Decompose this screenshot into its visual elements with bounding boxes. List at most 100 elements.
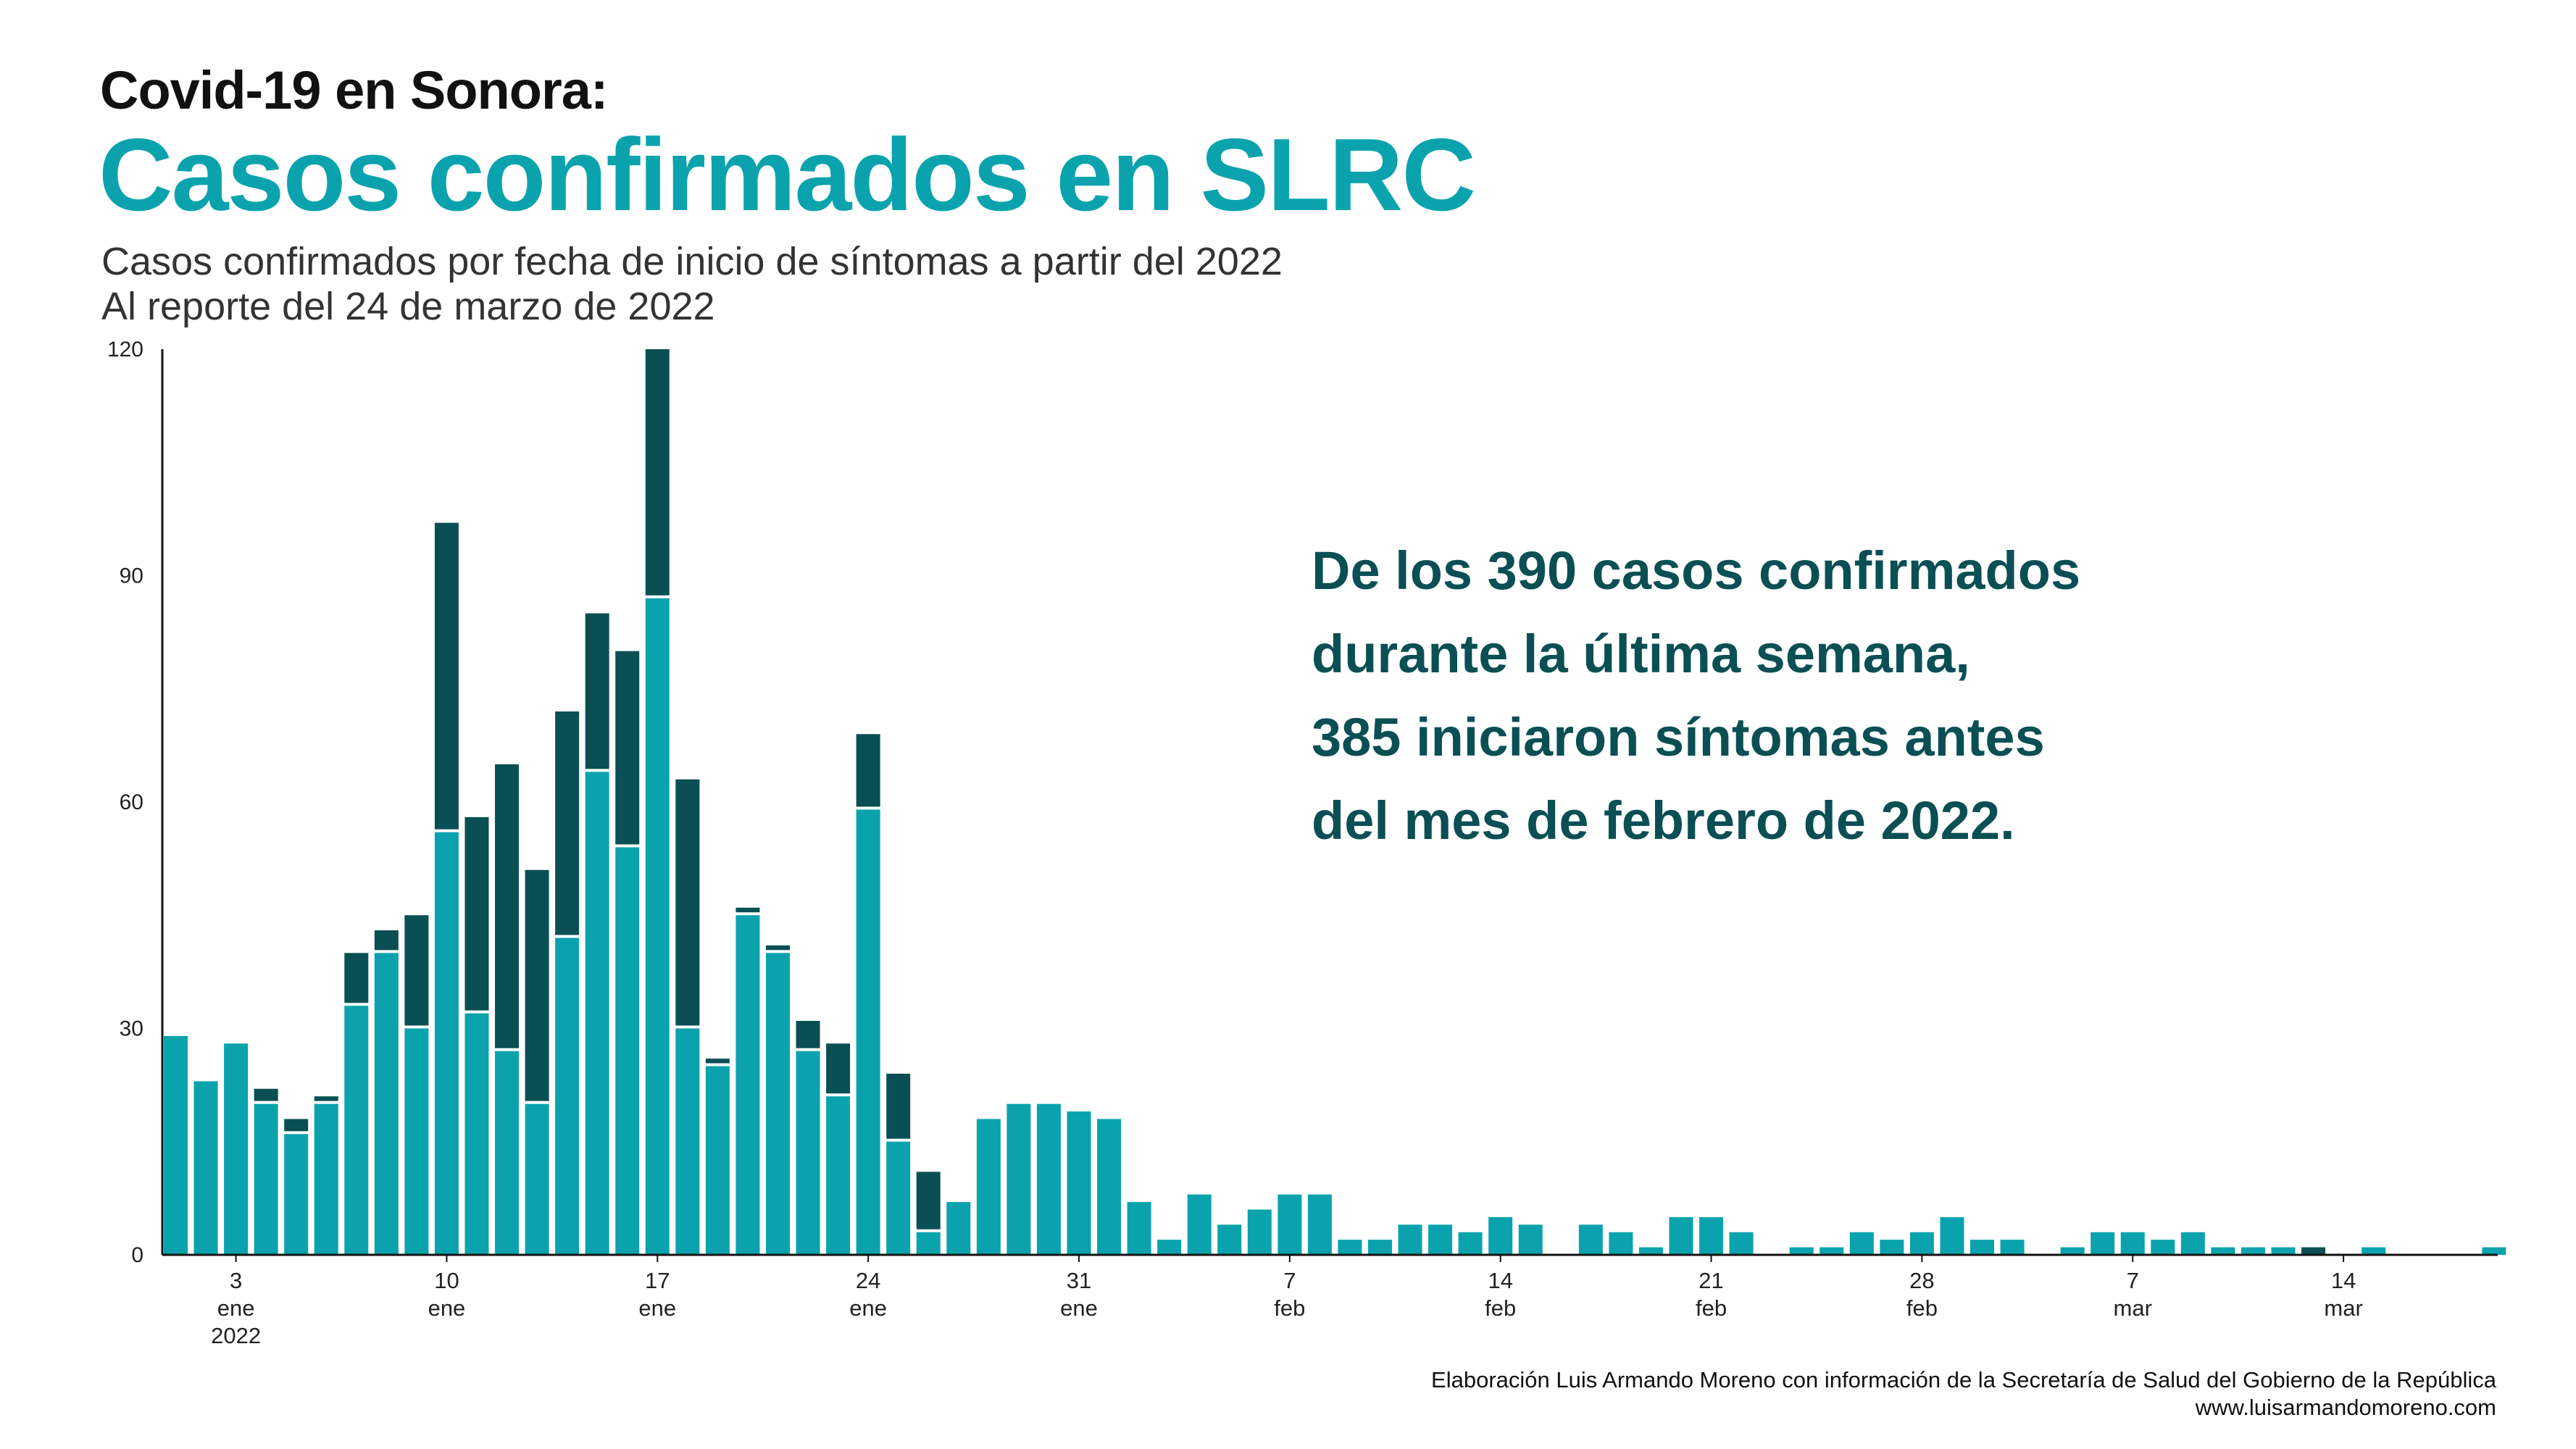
x-tick-label: 21 xyxy=(1698,1268,1723,1293)
bar-prior xyxy=(1488,1216,1513,1255)
x-tick-label: mar xyxy=(2114,1295,2152,1321)
bar-prior xyxy=(1368,1240,1392,1255)
annotation-line: del mes de febrero de 2022. xyxy=(1312,790,2015,851)
bar-prior xyxy=(1609,1232,1633,1255)
x-tick-label: ene xyxy=(1060,1295,1098,1321)
bar-prior xyxy=(735,915,760,1255)
source-credit: Elaboración Luis Armando Moreno con info… xyxy=(1431,1367,2496,1392)
bar-prior xyxy=(1669,1216,1693,1255)
bar-prior xyxy=(675,1028,700,1255)
bar-prior xyxy=(1909,1232,1934,1255)
bar-last-week xyxy=(2301,1247,2326,1255)
bar-prior xyxy=(2362,1247,2386,1255)
bar-last-week xyxy=(705,1058,730,1064)
bar-prior xyxy=(1187,1194,1212,1255)
y-tick-label: 30 xyxy=(120,1017,143,1041)
bar-last-week xyxy=(645,349,670,596)
bar-prior xyxy=(1578,1224,1603,1255)
bar-prior xyxy=(1127,1202,1151,1255)
y-tick-label: 0 xyxy=(131,1243,143,1267)
bar-prior xyxy=(946,1202,971,1255)
bar-prior xyxy=(1277,1194,1302,1255)
bar-prior xyxy=(224,1043,249,1255)
annotation: De los 390 casos confirmados durante la … xyxy=(1312,529,2507,862)
bar-prior xyxy=(2180,1232,2205,1255)
bar-prior xyxy=(314,1103,338,1255)
x-ticks: 3ene202210ene17ene24ene31ene7feb14feb21f… xyxy=(211,1255,2363,1348)
bar-prior xyxy=(2060,1247,2085,1255)
x-tick-label: mar xyxy=(2324,1295,2362,1321)
bar-prior xyxy=(2482,1247,2506,1255)
bar-last-week xyxy=(735,907,760,913)
bar-last-week xyxy=(886,1074,911,1139)
source-website: www.luisarmandomoreno.com xyxy=(2195,1395,2496,1420)
bar-prior xyxy=(1880,1240,1904,1255)
x-tick-label: 7 xyxy=(1283,1268,1296,1293)
bar-last-week xyxy=(464,817,489,1011)
bar-prior xyxy=(2211,1247,2235,1255)
bar-last-week xyxy=(766,945,790,951)
bar-last-week xyxy=(314,1096,338,1101)
bar-prior xyxy=(1729,1232,1754,1255)
x-tick-label: ene xyxy=(428,1295,466,1321)
bar-prior xyxy=(525,1103,549,1255)
bar-prior xyxy=(2271,1247,2296,1255)
bar-last-week xyxy=(916,1172,941,1229)
bar-last-week xyxy=(856,734,880,807)
bar-prior xyxy=(1458,1232,1483,1255)
x-tick-label: ene xyxy=(638,1295,676,1321)
x-tick-label: 28 xyxy=(1909,1268,1934,1293)
bar-prior xyxy=(1398,1224,1422,1255)
bar-prior xyxy=(404,1028,429,1255)
bar-prior xyxy=(164,1035,188,1255)
bar-last-week xyxy=(615,651,640,845)
bar-prior xyxy=(1157,1240,1182,1255)
x-tick-label: 17 xyxy=(645,1268,670,1293)
bar-prior xyxy=(284,1134,309,1255)
bar-prior xyxy=(2000,1240,2025,1255)
chart-pretitle: Covid-19 en Sonora: xyxy=(100,60,609,120)
y-tick-label: 90 xyxy=(120,564,143,588)
bar-last-week xyxy=(525,869,549,1101)
bar-prior xyxy=(1217,1224,1242,1255)
bars-group xyxy=(164,349,2506,1255)
bar-last-week xyxy=(254,1088,278,1101)
bar-prior xyxy=(916,1232,941,1255)
x-tick-label: feb xyxy=(1696,1295,1727,1321)
chart-subtitle: Casos confirmados por fecha de inicio de… xyxy=(101,240,1283,283)
bar-prior xyxy=(1970,1240,1994,1255)
bar-prior xyxy=(1338,1240,1362,1255)
bar-last-week xyxy=(675,779,700,1026)
x-tick-label: 24 xyxy=(856,1268,880,1293)
annotation-line: 385 iniciaron síntomas antes xyxy=(1312,707,2045,767)
bar-last-week xyxy=(796,1021,820,1048)
bar-prior xyxy=(555,938,580,1255)
bar-prior xyxy=(374,953,399,1255)
bar-prior xyxy=(705,1066,730,1255)
chart-title: Casos confirmados en SLRC xyxy=(99,117,1476,233)
bar-prior xyxy=(1097,1119,1122,1255)
y-ticks: 0 30 60 90 120 xyxy=(107,338,143,1267)
bar-last-week xyxy=(434,522,459,830)
bar-last-week xyxy=(404,915,429,1026)
bar-prior xyxy=(1247,1209,1272,1255)
bar-prior xyxy=(254,1103,278,1255)
bar-prior xyxy=(2151,1240,2175,1255)
bar-prior xyxy=(886,1141,911,1255)
bar-last-week xyxy=(374,930,399,951)
bar-prior xyxy=(645,598,670,1255)
bar-prior xyxy=(976,1119,1001,1255)
x-tick-label: 3 xyxy=(230,1268,242,1293)
bar-prior xyxy=(2120,1232,2145,1255)
x-tick-label: feb xyxy=(1485,1295,1516,1321)
bar-prior xyxy=(856,809,880,1255)
bar-prior xyxy=(495,1051,520,1255)
bar-prior xyxy=(1518,1224,1543,1255)
bar-prior xyxy=(796,1051,820,1255)
x-tick-label: 31 xyxy=(1067,1268,1091,1293)
x-tick-label: feb xyxy=(1274,1295,1305,1321)
bar-prior xyxy=(1789,1247,1814,1255)
bar-prior xyxy=(2241,1247,2265,1255)
